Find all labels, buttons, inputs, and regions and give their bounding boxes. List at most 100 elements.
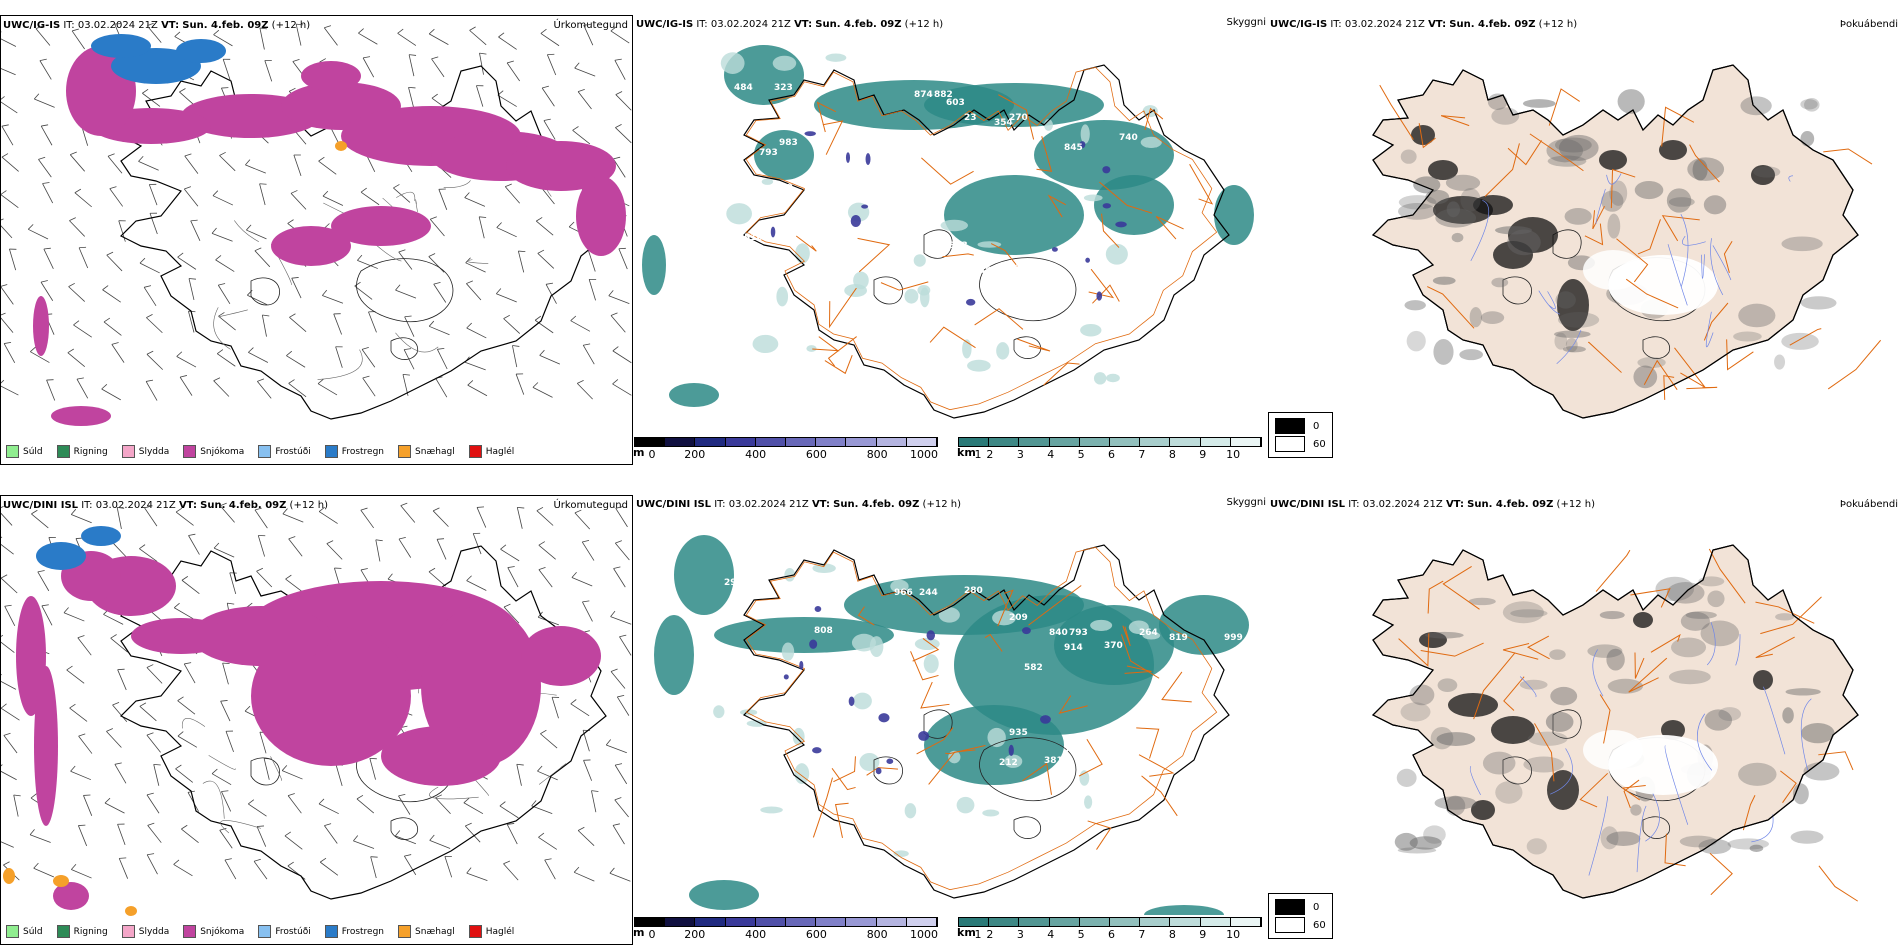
colorbar-tick: 7 xyxy=(1138,448,1146,461)
precip-legend-item: Snjókoma xyxy=(183,925,244,938)
colorbar-box xyxy=(1170,918,1201,926)
colorbar-tick: 400 xyxy=(745,448,767,461)
colorbar-ticks: 0 200 400 600 800 1000 xyxy=(634,448,939,461)
ceiling-label: 212 xyxy=(999,758,1018,768)
ceiling-label: 793 xyxy=(1069,628,1088,638)
colorbar-tick: 10 xyxy=(1226,448,1241,461)
legend-swatch xyxy=(121,445,135,458)
legend-label: Súld xyxy=(23,926,43,937)
panel-header: UWC/DINI ISL IT: 03.02.2024 21Z VT: Sun.… xyxy=(1270,499,1595,510)
colorbar-boxes xyxy=(634,437,938,447)
ceiling-label: 370 xyxy=(1104,641,1123,651)
ceiling-label: 935 xyxy=(1009,728,1028,738)
fog-legend-row: 0 xyxy=(1275,417,1326,435)
legend-label: Slydda xyxy=(138,926,170,937)
colorbar-tick: 3 xyxy=(1016,448,1024,461)
colorbar-box xyxy=(959,438,990,446)
precip-type-panel-top: UWC/IG-IS IT: 03.02.2024 21Z VT: Sun. 4.… xyxy=(0,15,633,465)
colorbar-tick: 4 xyxy=(1047,928,1055,941)
colorbar-unit: km xyxy=(957,926,976,939)
colorbar-box xyxy=(1110,438,1141,446)
colorbar-box xyxy=(1230,918,1262,926)
legend-swatch xyxy=(6,925,19,938)
legend-label: Frostúði xyxy=(275,926,311,937)
colorbar-box xyxy=(1200,918,1231,926)
colorbar-tick: 2 xyxy=(986,928,994,941)
colorbar-tick: 1000 xyxy=(910,928,938,941)
colorbar-box xyxy=(846,918,877,926)
legend-swatch xyxy=(468,445,482,458)
visibility-colorbar: 1 2 3 4 5 6 7 8 9 10 km xyxy=(957,917,1262,941)
colorbar-unit: m xyxy=(633,446,645,459)
panel-title: Úrkomutegund xyxy=(553,500,628,511)
ceiling-label: 193 xyxy=(959,133,978,143)
colorbar-boxes xyxy=(958,437,1262,447)
colorbar-tick: 200 xyxy=(684,448,706,461)
visibility-panel-top: UWC/IG-IS IT: 03.02.2024 21Z VT: Sun. 4.… xyxy=(634,15,1266,465)
fog-legend: 0 60 xyxy=(1268,412,1333,458)
fog-map xyxy=(1371,64,1882,419)
legend-swatch xyxy=(398,445,412,458)
ceiling-label: 582 xyxy=(1024,663,1043,673)
legend-swatch xyxy=(183,925,197,938)
fog-panel-top: UWC/IG-IS IT: 03.02.2024 21Z VT: Sun. 4.… xyxy=(1268,15,1898,465)
panel-title: Þokuábendi xyxy=(1839,19,1898,30)
colorbar-boxes xyxy=(958,917,1262,927)
precip-legend-item: Slydda xyxy=(121,925,170,938)
colorbar-box xyxy=(906,438,938,446)
precip-legend: Súld Rigning Slydda Snjókoma Frostúði Frostre… xyxy=(6,925,514,938)
colorbar-box xyxy=(1230,438,1262,446)
fog-legend-label: 60 xyxy=(1313,438,1326,450)
ceiling-label: 793 xyxy=(759,148,778,158)
colorbar-box xyxy=(755,438,787,446)
legend-label: Haglél xyxy=(485,446,515,457)
colorbar-tick: 2 xyxy=(986,448,994,461)
colorbar-box xyxy=(635,918,666,926)
colorbar-box xyxy=(876,438,907,446)
legend-label: Haglél xyxy=(485,926,515,937)
legend-swatch xyxy=(258,445,272,458)
legend-swatch xyxy=(324,445,338,458)
colorbar-tick: 600 xyxy=(805,928,827,941)
colorbar-box xyxy=(665,438,696,446)
ceiling-label: 295 xyxy=(724,578,743,588)
ceiling-colorbar: 0 200 400 600 800 1000 m xyxy=(633,437,939,461)
legend-swatch xyxy=(398,925,412,938)
fog-map xyxy=(1371,544,1859,902)
precip-legend-item: Haglél xyxy=(468,445,515,458)
colorbar-tick: 800 xyxy=(866,448,888,461)
precip-map xyxy=(1,502,632,916)
colorbar-tick: 5 xyxy=(1077,448,1085,461)
ceiling-label: 270 xyxy=(1009,113,1028,123)
colorbar-box xyxy=(1079,918,1111,926)
panel-header: UWC/IG-IS IT: 03.02.2024 21Z VT: Sun. 4.… xyxy=(1270,19,1578,30)
colorbar-tick: 600 xyxy=(805,448,827,461)
precip-legend-item: Frostregn xyxy=(324,445,384,458)
fog-legend-swatch xyxy=(1275,418,1305,434)
precip-type-panel-bottom: UWC/DINI ISL IT: 03.02.2024 21Z VT: Sun.… xyxy=(0,495,633,945)
ceiling-label: 808 xyxy=(814,626,833,636)
colorbar-box xyxy=(695,438,726,446)
colorbar-tick: 8 xyxy=(1168,928,1176,941)
ceiling-label: 140 xyxy=(774,183,793,193)
fog-legend-swatch xyxy=(1275,899,1305,915)
ceiling-label: 914 xyxy=(1064,643,1083,653)
colorbar-box xyxy=(816,438,847,446)
ceiling-label: 23 xyxy=(964,113,977,123)
colorbar-box xyxy=(786,918,817,926)
legend-swatch xyxy=(324,925,338,938)
legend-swatch xyxy=(6,445,19,458)
legend-label: Snjókoma xyxy=(200,926,245,937)
ceiling-label: 381 xyxy=(1044,756,1063,766)
ceiling-label: 819 xyxy=(1169,633,1188,643)
ceiling-label: 354 xyxy=(994,118,1013,128)
legend-label: Slydda xyxy=(138,446,170,457)
ceiling-label: 966 xyxy=(894,588,913,598)
colorbar-tick: 1 xyxy=(974,448,982,461)
colorbar-box xyxy=(1140,918,1171,926)
colorbar-tick: 8 xyxy=(1168,448,1176,461)
colorbar-ticks: 1 2 3 4 5 6 7 8 9 10 xyxy=(958,928,1262,941)
ceiling-label: 603 xyxy=(946,98,965,108)
colorbar-box xyxy=(695,918,726,926)
precip-legend-item: Frostregn xyxy=(324,925,384,938)
